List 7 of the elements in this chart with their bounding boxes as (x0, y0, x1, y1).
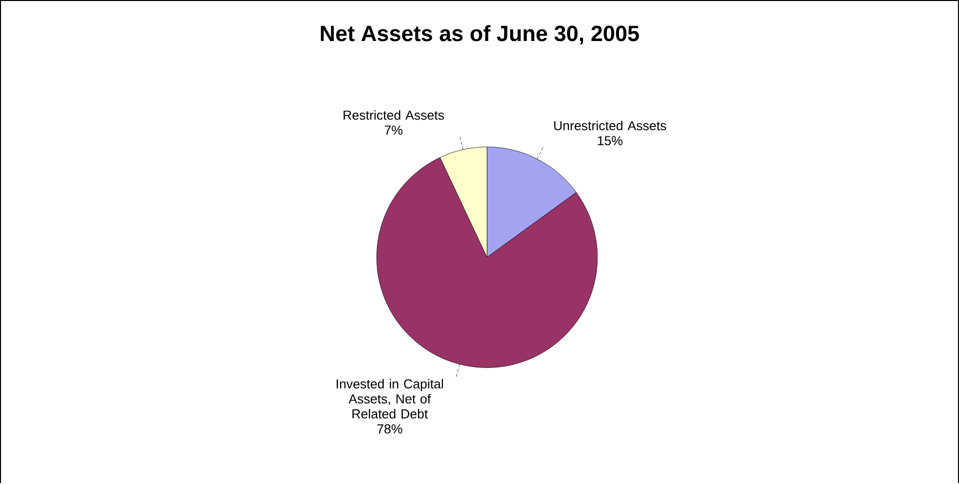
chart-title: Net Assets as of June 30, 2005 (320, 25, 639, 45)
data-label: 7% (384, 126, 402, 135)
slice-label: Restricted Assets (344, 110, 444, 120)
data-label: 78% (377, 424, 402, 434)
slice-label: Unrestricted Assets (554, 120, 666, 131)
data-label: 15% (598, 136, 622, 146)
slice-label: Invested in Capital Assets, Net of Related Debt (336, 379, 443, 419)
